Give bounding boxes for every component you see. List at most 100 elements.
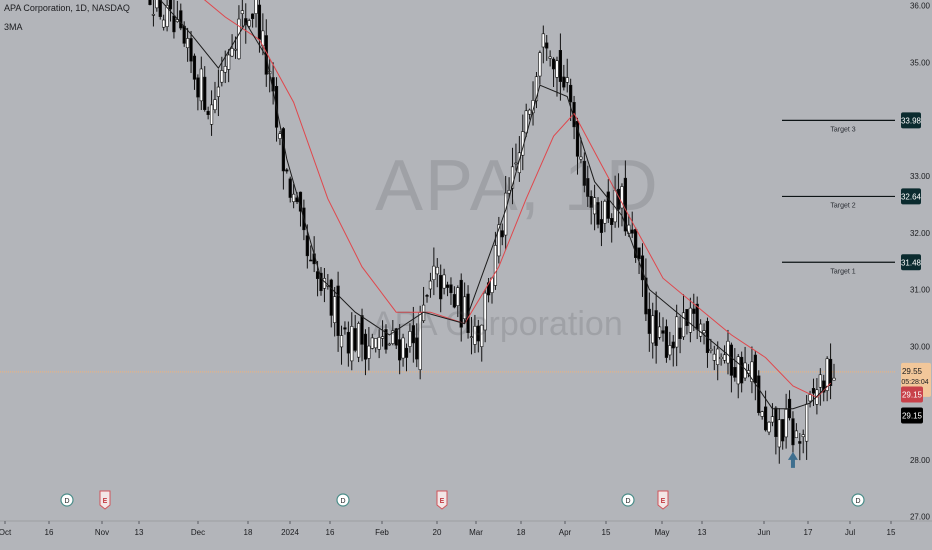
candle[interactable]: [599, 219, 604, 233]
candle[interactable]: [500, 230, 504, 238]
candle[interactable]: [346, 331, 350, 354]
candle[interactable]: [808, 394, 812, 402]
candle[interactable]: [586, 178, 590, 197]
candle[interactable]: [315, 271, 320, 279]
candle[interactable]: [603, 200, 607, 224]
candle[interactable]: [285, 169, 289, 172]
candle[interactable]: [528, 109, 532, 115]
candle[interactable]: [832, 377, 836, 381]
candle[interactable]: [534, 76, 539, 102]
candle[interactable]: [548, 56, 552, 59]
candle[interactable]: [182, 25, 186, 44]
candle[interactable]: [671, 341, 675, 349]
candle[interactable]: [760, 411, 764, 417]
candle[interactable]: [767, 421, 771, 433]
candle[interactable]: [192, 55, 197, 80]
candle[interactable]: [387, 343, 392, 346]
candle[interactable]: [254, 0, 258, 14]
candle[interactable]: [777, 419, 781, 448]
candle[interactable]: [828, 358, 833, 386]
candle[interactable]: [692, 308, 696, 314]
candle[interactable]: [510, 166, 515, 189]
candle[interactable]: [736, 356, 740, 385]
candle[interactable]: [247, 20, 251, 27]
candle[interactable]: [203, 76, 207, 110]
candle[interactable]: [398, 339, 402, 361]
candle[interactable]: [541, 33, 545, 48]
candle[interactable]: [651, 315, 655, 344]
candle[interactable]: [343, 327, 347, 330]
candle[interactable]: [469, 336, 474, 338]
price-axis[interactable]: [895, 0, 932, 550]
candle[interactable]: [370, 337, 374, 349]
candle[interactable]: [647, 308, 651, 334]
candle[interactable]: [292, 193, 296, 203]
candle[interactable]: [750, 361, 754, 382]
candle[interactable]: [189, 38, 193, 62]
candle[interactable]: [452, 294, 456, 308]
candle[interactable]: [486, 282, 491, 296]
candle[interactable]: [445, 284, 450, 288]
candle[interactable]: [305, 235, 309, 257]
candle[interactable]: [517, 152, 521, 174]
candle[interactable]: [357, 323, 361, 358]
candle[interactable]: [630, 229, 634, 234]
candle[interactable]: [664, 326, 669, 358]
candle[interactable]: [186, 38, 190, 49]
candle[interactable]: [223, 66, 227, 73]
indicator-label[interactable]: 3MA: [4, 22, 23, 32]
candle[interactable]: [801, 434, 805, 437]
candle[interactable]: [428, 280, 433, 290]
candle[interactable]: [213, 99, 217, 111]
candle[interactable]: [473, 326, 477, 345]
candle[interactable]: [610, 218, 614, 225]
candle[interactable]: [569, 84, 573, 103]
candle[interactable]: [811, 388, 816, 394]
earnings-marker-icon[interactable]: [436, 490, 448, 510]
candle[interactable]: [439, 275, 443, 300]
candle[interactable]: [644, 277, 648, 315]
candle[interactable]: [675, 316, 679, 348]
candle[interactable]: [681, 312, 686, 338]
earnings-marker-icon[interactable]: [657, 490, 669, 510]
candle[interactable]: [374, 338, 378, 349]
candle[interactable]: [463, 296, 467, 320]
candle[interactable]: [199, 68, 203, 102]
candle[interactable]: [415, 337, 419, 360]
candle[interactable]: [162, 19, 166, 28]
candle[interactable]: [757, 375, 761, 413]
candle[interactable]: [257, 4, 262, 40]
candle[interactable]: [579, 156, 583, 160]
candle[interactable]: [592, 197, 597, 215]
candle[interactable]: [237, 18, 241, 60]
candle[interactable]: [322, 278, 327, 289]
candle[interactable]: [476, 325, 480, 342]
candle[interactable]: [794, 430, 798, 439]
candle[interactable]: [329, 279, 333, 316]
candle[interactable]: [562, 76, 566, 88]
candle[interactable]: [709, 348, 713, 351]
candle[interactable]: [408, 331, 412, 347]
candle[interactable]: [404, 347, 409, 358]
candle[interactable]: [251, 13, 255, 19]
candle[interactable]: [805, 403, 809, 442]
dividend-marker-icon[interactable]: [851, 493, 865, 507]
candle[interactable]: [240, 10, 244, 14]
candle[interactable]: [654, 310, 658, 346]
candle[interactable]: [377, 337, 381, 350]
candle[interactable]: [791, 418, 795, 446]
candle[interactable]: [688, 307, 692, 333]
candle[interactable]: [483, 292, 487, 331]
candle[interactable]: [719, 356, 723, 360]
candle[interactable]: [678, 327, 682, 339]
candle[interactable]: [168, 0, 173, 10]
candle[interactable]: [480, 324, 484, 347]
candle[interactable]: [637, 247, 641, 259]
candle[interactable]: [784, 409, 788, 438]
candle[interactable]: [661, 330, 665, 334]
candle[interactable]: [740, 356, 744, 384]
candle[interactable]: [230, 48, 234, 57]
dividend-marker-icon[interactable]: [621, 493, 635, 507]
candle[interactable]: [606, 191, 610, 219]
candle[interactable]: [514, 162, 518, 165]
